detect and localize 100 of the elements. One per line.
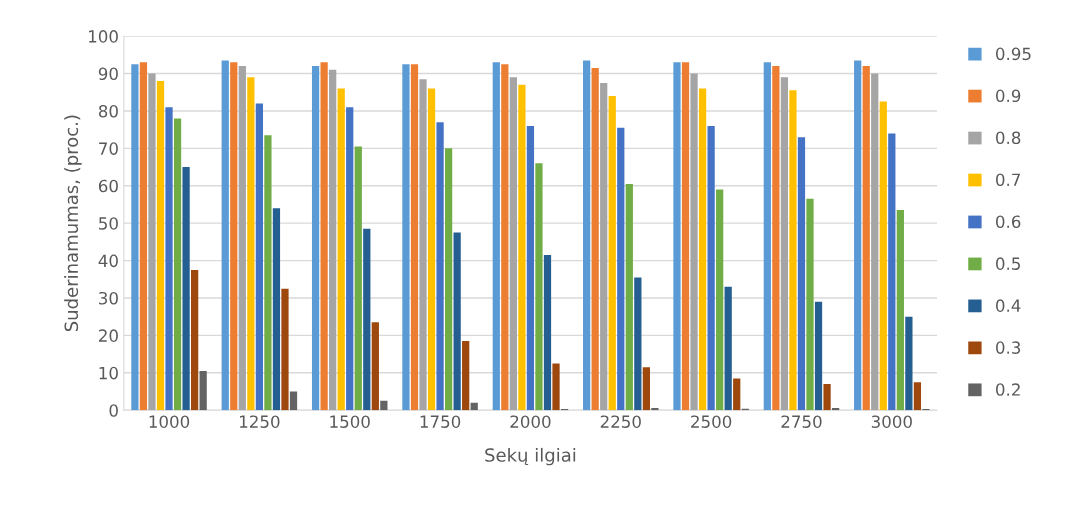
bar <box>354 146 362 411</box>
x-tick-label: 2250 <box>600 415 641 428</box>
bar <box>690 73 698 411</box>
legend-label: 0.9 <box>996 89 1021 103</box>
bar <box>255 103 263 411</box>
bar <box>634 277 642 411</box>
bar <box>281 288 289 411</box>
bar <box>698 88 707 411</box>
bar <box>823 384 831 411</box>
bar <box>681 62 690 411</box>
bar <box>402 64 410 411</box>
bar <box>806 198 814 411</box>
bar <box>673 62 681 411</box>
bar <box>289 391 298 411</box>
bar <box>139 62 148 411</box>
bar <box>642 367 650 411</box>
legend-label: 0.6 <box>996 215 1021 229</box>
bar <box>707 125 715 411</box>
y-tick-label: 0 <box>109 404 118 417</box>
bar <box>896 210 904 411</box>
bar <box>165 107 173 411</box>
bar <box>462 341 470 411</box>
y-tick-label: 70 <box>99 142 118 155</box>
y-tick-label: 50 <box>99 217 118 230</box>
bar <box>583 60 591 411</box>
x-tick-label: 1000 <box>149 415 190 428</box>
bar <box>789 90 797 411</box>
y-tick-label: 100 <box>89 30 118 43</box>
bar <box>182 167 190 411</box>
y-axis-title: Suderinamumas, (proc.) <box>64 115 82 332</box>
bar <box>264 135 272 411</box>
bar <box>419 79 427 411</box>
bar <box>173 118 182 411</box>
bar <box>543 254 552 411</box>
bar <box>862 66 870 411</box>
bar <box>600 82 608 411</box>
bar <box>617 127 625 411</box>
x-axis-title: Sekų ilgiai <box>485 447 576 466</box>
bar <box>552 363 560 411</box>
legend-label: 0.3 <box>996 341 1021 354</box>
x-tick-label: 2000 <box>510 415 551 428</box>
x-tick-label: 2750 <box>781 415 822 428</box>
x-tick-label: 1500 <box>330 415 370 428</box>
bar <box>410 64 419 411</box>
bar <box>191 269 199 411</box>
bar <box>311 66 320 411</box>
bar <box>131 64 139 411</box>
bar <box>199 370 207 411</box>
bar <box>608 95 616 411</box>
bar <box>905 316 913 411</box>
bar <box>492 62 500 411</box>
y-tick-label: 30 <box>99 291 118 305</box>
bar <box>371 322 379 411</box>
legend-label: 0.8 <box>996 131 1021 145</box>
x-tick-label: 1750 <box>420 415 461 428</box>
bar <box>156 81 165 411</box>
bar <box>651 407 659 411</box>
bar <box>509 77 517 411</box>
bar <box>780 77 789 411</box>
bar <box>329 69 337 411</box>
x-tick-label: 3000 <box>871 415 912 428</box>
bar <box>427 88 436 411</box>
bar <box>148 73 156 411</box>
bar <box>436 122 444 411</box>
bar <box>501 64 509 411</box>
bar <box>526 125 535 411</box>
bar <box>814 301 823 411</box>
bar <box>625 183 633 411</box>
legend-label: 0.95 <box>996 47 1031 61</box>
bar <box>535 163 543 411</box>
bar <box>247 77 255 411</box>
bar <box>724 286 732 411</box>
x-tick-label: 2500 <box>691 415 732 428</box>
bar <box>363 228 371 411</box>
bar <box>591 67 599 411</box>
y-tick-label: 20 <box>99 329 118 342</box>
y-tick-label: 10 <box>99 366 118 380</box>
legend-label: 0.2 <box>996 383 1020 396</box>
bar <box>733 378 741 411</box>
bar <box>518 84 526 411</box>
legend-label: 0.5 <box>996 257 1020 270</box>
legend-label: 0.4 <box>996 299 1021 312</box>
bar <box>221 60 229 411</box>
bar <box>320 62 328 411</box>
bar <box>380 400 388 411</box>
bar <box>230 62 238 411</box>
bar <box>444 148 453 411</box>
y-tick-label: 60 <box>98 179 118 193</box>
bar <box>346 107 354 411</box>
bar <box>871 73 879 411</box>
bar <box>272 208 281 411</box>
bar <box>913 382 922 411</box>
bar <box>772 66 780 411</box>
bar <box>879 101 887 411</box>
bar <box>763 62 771 411</box>
y-tick-label: 80 <box>98 104 118 118</box>
bar <box>888 133 896 411</box>
bar <box>238 66 246 411</box>
y-tick-label: 90 <box>98 67 118 81</box>
bar <box>854 60 862 411</box>
